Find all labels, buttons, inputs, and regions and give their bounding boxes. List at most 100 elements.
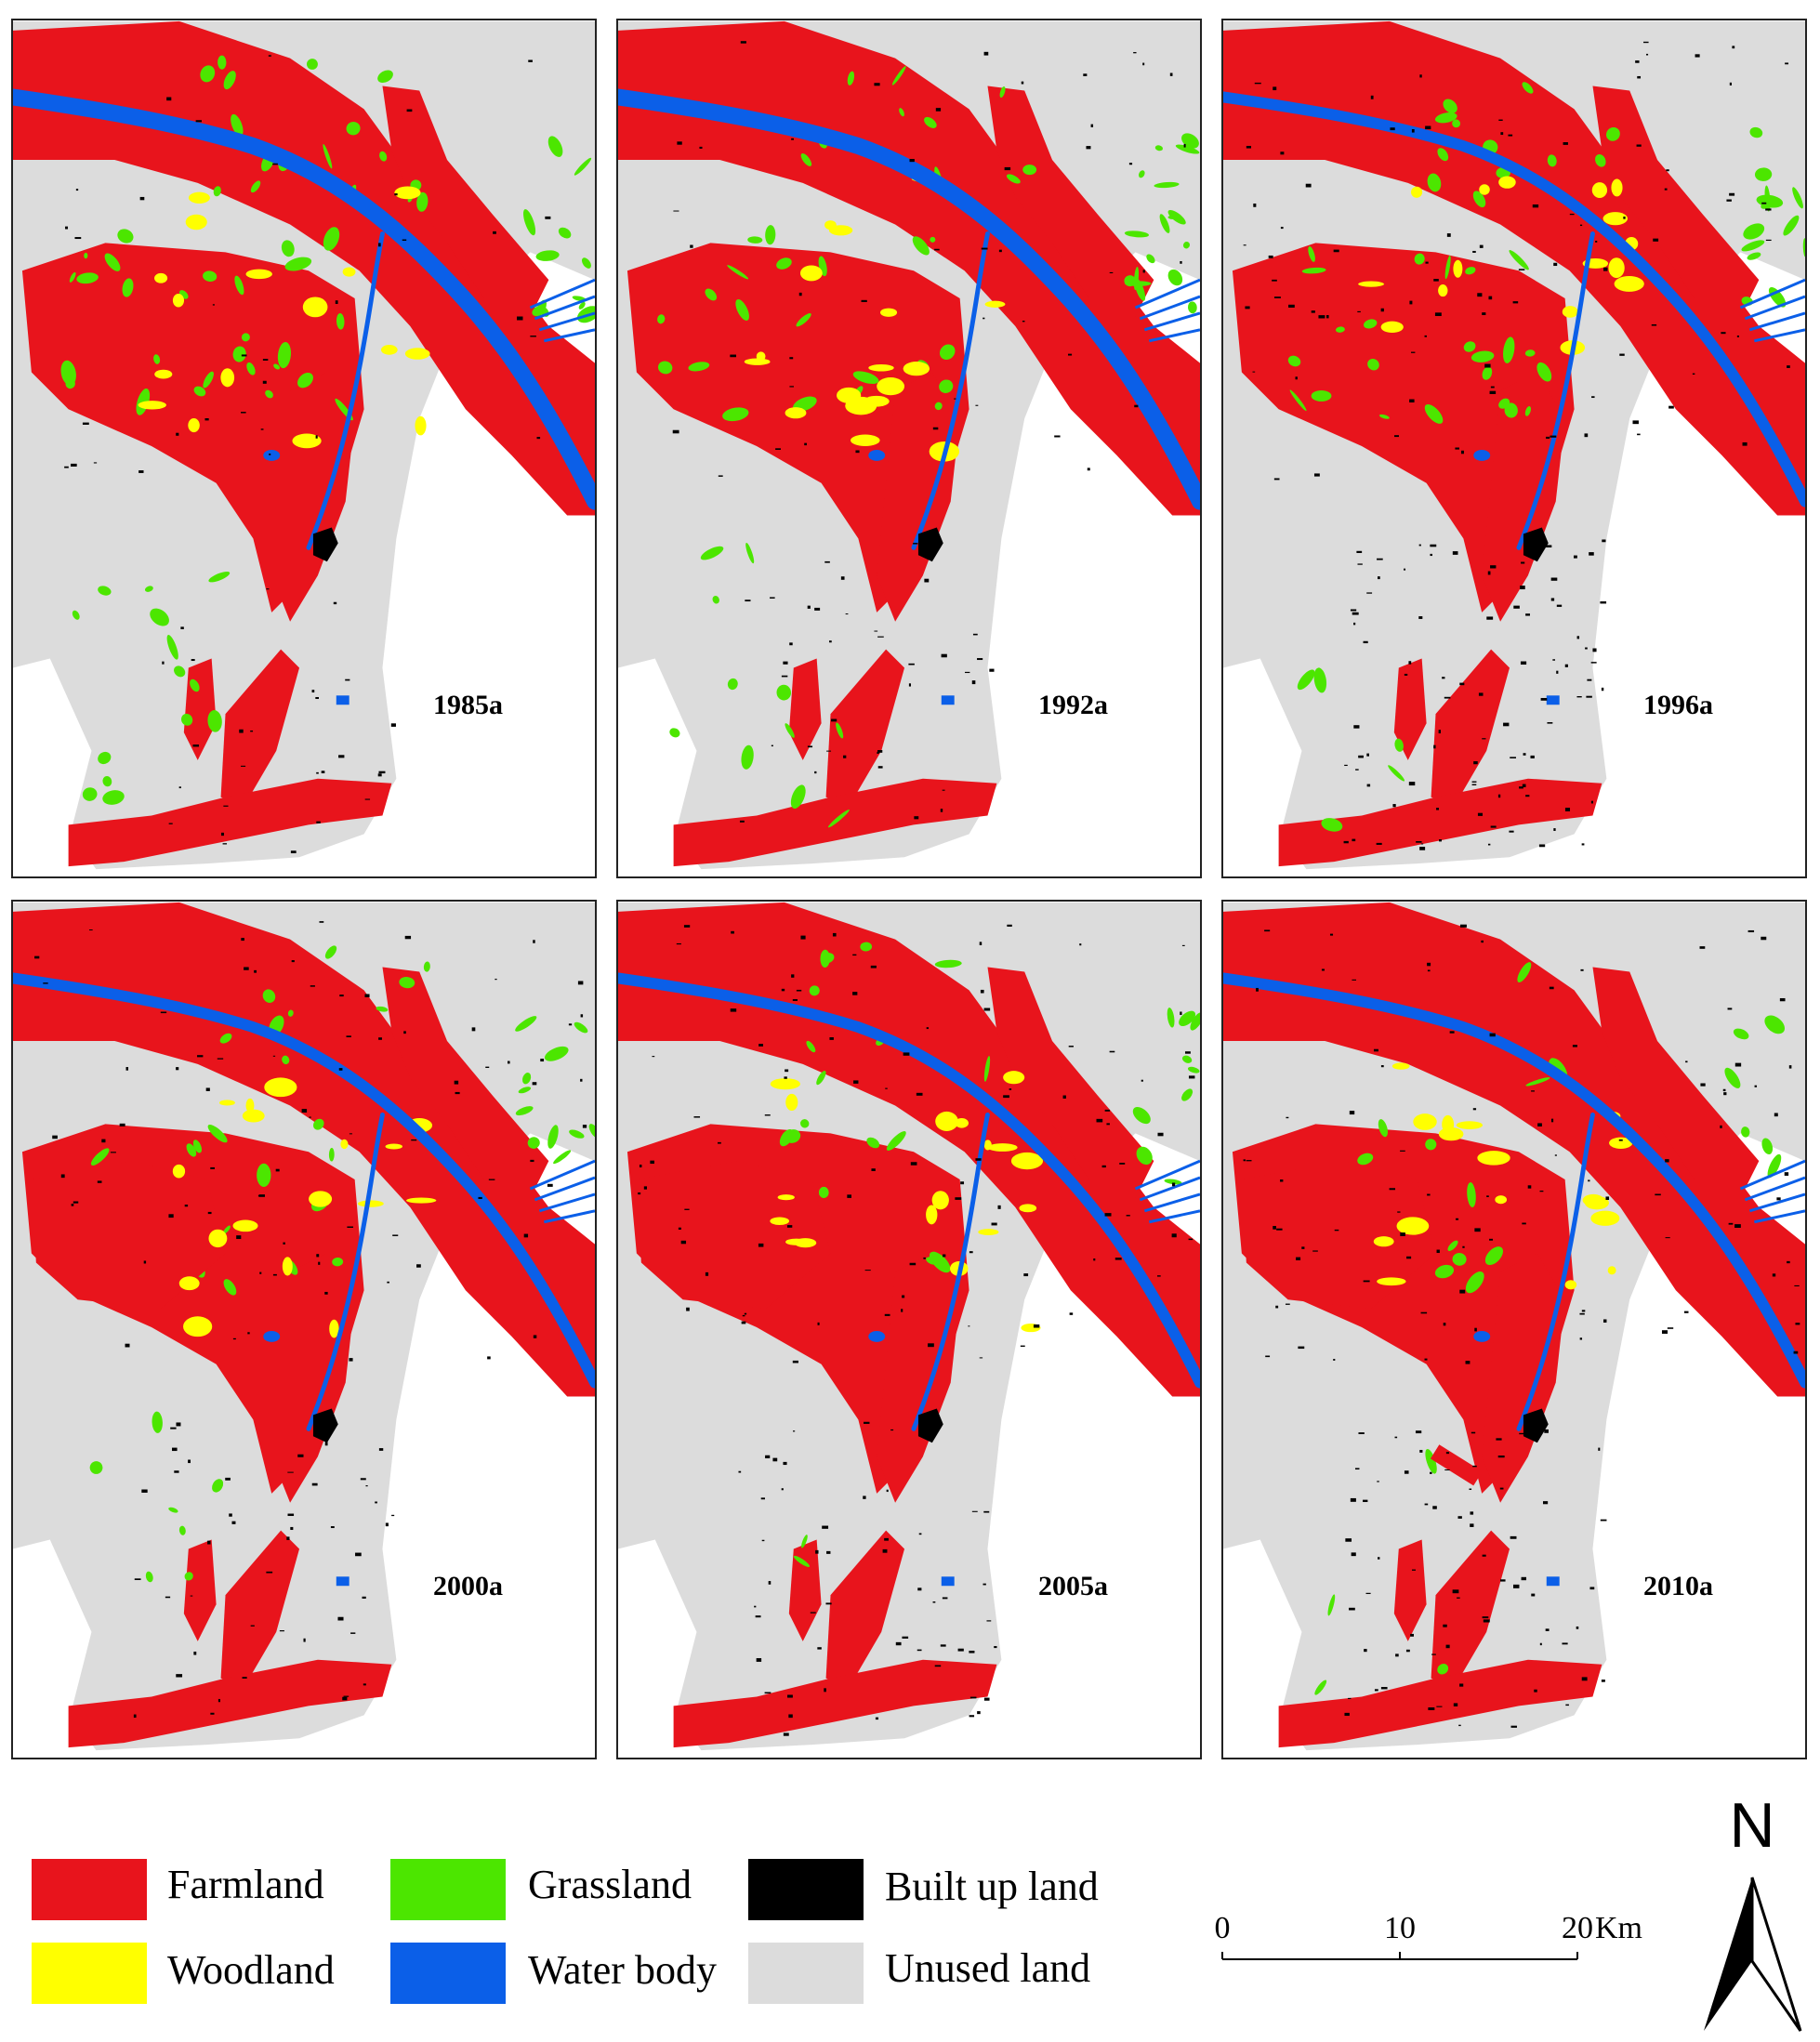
- legend-swatch-water-body: [390, 1943, 506, 2004]
- built-up-patch: [170, 1427, 177, 1429]
- built-up-patch: [471, 1027, 476, 1032]
- built-up-patch: [781, 1488, 784, 1491]
- stream: [544, 1209, 595, 1224]
- stream: [1739, 278, 1805, 310]
- built-up-patch: [311, 1482, 318, 1486]
- built-up-patch: [1482, 738, 1486, 740]
- scale-tick-label: 0: [1215, 1911, 1231, 1945]
- built-up-patch: [940, 809, 943, 812]
- grassland-patch: [785, 723, 795, 738]
- woodland-patch: [245, 269, 272, 280]
- river-main: [1223, 972, 1805, 1389]
- built-up-patch: [910, 1162, 917, 1166]
- built-up-patch: [686, 1307, 690, 1311]
- legend-swatch-woodland: [32, 1943, 147, 2004]
- built-up-patch: [971, 1510, 978, 1512]
- built-up-patch: [1564, 664, 1568, 667]
- built-up-patch: [877, 636, 884, 638]
- built-up-patch: [545, 216, 551, 219]
- built-up-patch: [324, 1442, 328, 1446]
- built-up-patch: [1664, 188, 1668, 191]
- built-up-patch: [1438, 730, 1442, 734]
- built-up-patch: [1794, 1284, 1800, 1286]
- built-up-patch: [1101, 1165, 1106, 1168]
- built-up-patch: [983, 1583, 986, 1586]
- grassland-patch: [1434, 112, 1457, 124]
- built-up-patch: [1352, 838, 1356, 842]
- built-up-patch: [1489, 390, 1497, 394]
- grassland-patch: [190, 678, 200, 692]
- built-up-patch: [934, 248, 940, 251]
- woodland-patch: [172, 293, 185, 308]
- grassland-patch: [1139, 170, 1145, 178]
- woodland-patch: [1498, 176, 1516, 189]
- built-up-patch: [335, 300, 338, 304]
- built-up-patch: [807, 745, 813, 748]
- grassland-patch: [793, 1555, 810, 1567]
- built-up-patch: [540, 1059, 545, 1062]
- built-up-patch: [1793, 1350, 1799, 1354]
- woodland-patch: [1562, 306, 1578, 318]
- woodland-patch: [1590, 1210, 1620, 1226]
- built-up-patch: [1546, 436, 1550, 440]
- built-up-patch: [901, 1309, 903, 1312]
- grassland-patch: [891, 66, 906, 86]
- built-up-patch: [272, 163, 278, 165]
- built-up-patch: [266, 588, 270, 590]
- grassland-patch: [669, 728, 680, 738]
- woodland-patch: [183, 1316, 213, 1337]
- built-up-patch: [403, 1031, 406, 1034]
- built-up-patch: [1534, 1689, 1537, 1693]
- built-up-patch: [1470, 1511, 1474, 1515]
- grassland-patch: [219, 1033, 232, 1044]
- built-up-patch: [1380, 1065, 1384, 1068]
- grassland-patch: [860, 942, 873, 952]
- built-up-patch: [188, 1459, 191, 1464]
- built-up-patch: [1487, 571, 1491, 575]
- built-up-patch: [1452, 551, 1458, 555]
- woodland-patch: [242, 1109, 265, 1123]
- built-up-patch: [1513, 1584, 1520, 1588]
- built-up-patch: [330, 1526, 335, 1529]
- built-up-patch: [822, 1525, 829, 1529]
- built-up-patch: [1390, 127, 1395, 131]
- grassland-patch: [1181, 1088, 1194, 1101]
- farmland-area: [271, 1253, 355, 1503]
- legend-label-woodland: Woodland: [167, 1947, 335, 1993]
- built-up-patch: [890, 1429, 894, 1431]
- built-up-patch: [1520, 661, 1527, 665]
- built-up-patch: [1280, 227, 1284, 230]
- built-up-patch: [242, 1677, 247, 1680]
- grassland-patch: [150, 608, 169, 626]
- built-up-patch: [781, 988, 785, 992]
- built-up-patch: [787, 1694, 793, 1698]
- farmland-area: [987, 86, 1154, 317]
- built-up-patch: [1531, 1593, 1536, 1597]
- built-up-patch: [1512, 301, 1519, 304]
- grassland-patch: [1159, 214, 1170, 233]
- built-up-patch: [1424, 1503, 1429, 1506]
- built-up-patch: [1795, 1323, 1800, 1325]
- built-up-patch: [536, 437, 541, 440]
- built-up-patch: [1765, 208, 1772, 211]
- year-label: 1985a: [433, 690, 503, 720]
- grassland-patch: [178, 1525, 186, 1535]
- grassland-patch: [547, 136, 563, 157]
- woodland-patch: [879, 308, 898, 317]
- built-up-patch: [495, 979, 497, 981]
- stream: [1744, 295, 1805, 321]
- grassland-patch: [323, 144, 333, 169]
- farmland-area: [1241, 1161, 1436, 1310]
- farmland-area: [13, 20, 595, 516]
- built-up-patch: [528, 59, 533, 62]
- grassland-patch: [547, 1125, 559, 1149]
- built-up-patch: [1732, 46, 1735, 49]
- built-up-patch: [1787, 365, 1790, 368]
- grassland-patch: [69, 271, 76, 283]
- built-up-patch: [205, 1087, 210, 1091]
- built-up-patch: [487, 1356, 491, 1360]
- woodland-patch: [785, 407, 807, 419]
- grassland-patch: [200, 65, 216, 83]
- built-up-patch: [745, 599, 751, 602]
- built-up-patch: [321, 771, 325, 773]
